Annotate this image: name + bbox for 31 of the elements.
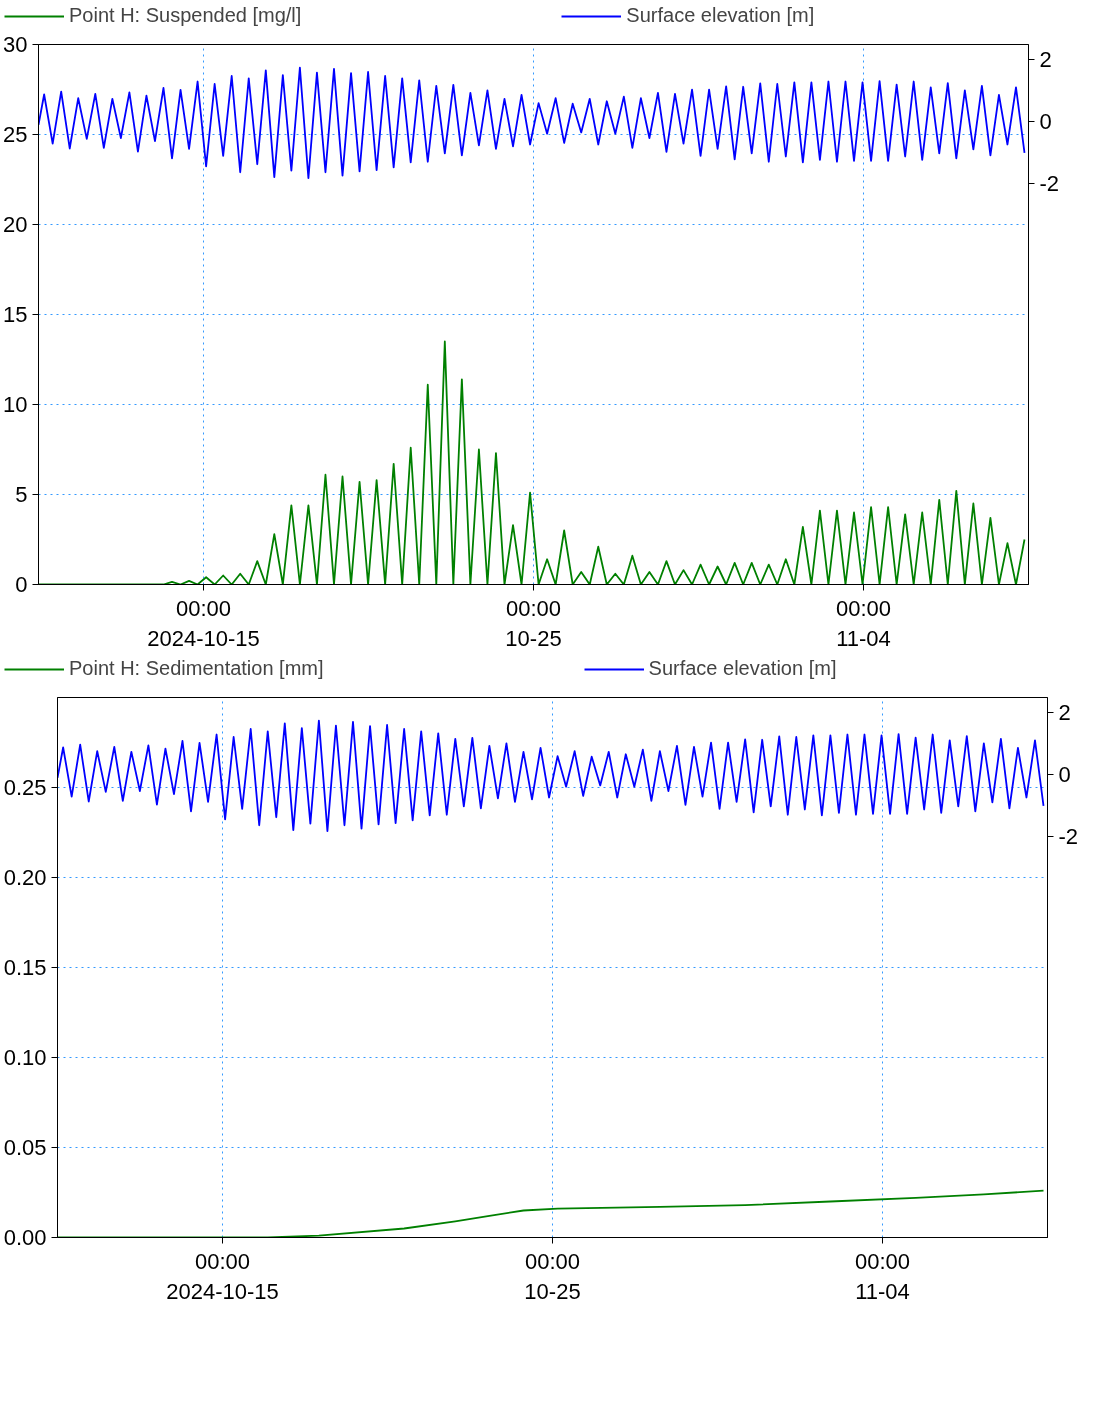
legend-label: Point H: Suspended [mg/l] bbox=[69, 4, 302, 27]
line-series bbox=[38, 66, 1026, 180]
x-tick-label: 00:00 11-04 bbox=[854, 1248, 911, 1304]
y2-tick-label: -2 bbox=[1058, 823, 1079, 849]
y-tick-label: 0.25 bbox=[3, 775, 47, 800]
x-tick-label: 00:00 11-04 bbox=[835, 595, 892, 651]
y-tick-label: 10 bbox=[3, 392, 28, 417]
x-tick-label: 00:00 10-25 bbox=[505, 595, 562, 651]
legend-label: Point H: Sedimentation [mm] bbox=[69, 657, 324, 680]
y-tick-label: 15 bbox=[3, 302, 28, 327]
y-tick-label: 0.20 bbox=[3, 865, 47, 890]
y2-tick-label: 0 bbox=[1058, 762, 1071, 788]
y-tick-label: 20 bbox=[3, 212, 28, 237]
y2-tick-label: 2 bbox=[1058, 700, 1071, 726]
x-tick-label: 00:00 2024-10-15 bbox=[166, 1248, 279, 1304]
y-tick-label: 5 bbox=[15, 482, 28, 507]
y2-tick-label: 0 bbox=[1039, 109, 1052, 135]
legend-label: Surface elevation [m] bbox=[626, 4, 815, 27]
legend-label: Surface elevation [m] bbox=[648, 657, 837, 680]
y2-tick-label: 2 bbox=[1039, 47, 1052, 73]
x-tick-label: 00:00 10-25 bbox=[524, 1248, 581, 1304]
y-tick-label: 0.10 bbox=[3, 1045, 47, 1070]
y-tick-label: 0.05 bbox=[3, 1135, 47, 1160]
y-tick-label: 0 bbox=[15, 572, 28, 597]
y-tick-label: 0.15 bbox=[3, 955, 47, 980]
y-tick-label: 0.00 bbox=[3, 1225, 47, 1250]
x-tick-label: 00:00 2024-10-15 bbox=[147, 595, 260, 651]
y2-tick-label: -2 bbox=[1039, 170, 1060, 196]
y-tick-label: 25 bbox=[3, 122, 28, 147]
y-tick-label: 30 bbox=[3, 32, 28, 57]
line-series bbox=[57, 719, 1045, 833]
